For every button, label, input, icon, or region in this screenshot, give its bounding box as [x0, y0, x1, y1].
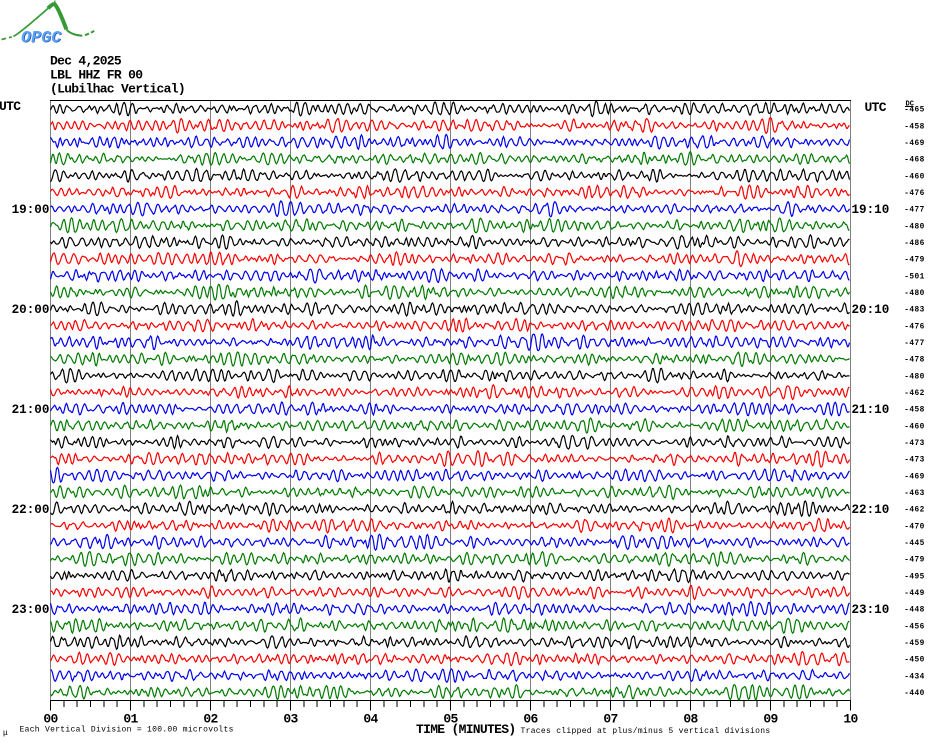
svg-text:-495: -495	[904, 573, 925, 581]
svg-text:Each Vertical Division = 100.: Each Vertical Division = 100.00 microvol…	[20, 726, 234, 735]
svg-text:-448: -448	[904, 607, 925, 615]
svg-text:-480: -480	[904, 290, 925, 298]
svg-text:-463: -463	[904, 490, 925, 498]
svg-text:-460: -460	[904, 173, 925, 181]
svg-text:21:10: 21:10	[852, 403, 890, 417]
svg-text:-470: -470	[904, 523, 925, 531]
svg-text:23:00: 23:00	[12, 603, 50, 617]
svg-text:02: 02	[203, 712, 218, 727]
svg-text:DC: DC	[906, 100, 914, 108]
svg-text:OPGC: OPGC	[21, 28, 61, 47]
svg-text:-469: -469	[904, 140, 925, 148]
svg-text:-501: -501	[904, 273, 925, 281]
svg-text:LBL HHZ FR 00: LBL HHZ FR 00	[50, 68, 143, 83]
svg-text:08: 08	[683, 712, 698, 727]
svg-text:μ: μ	[3, 729, 8, 738]
svg-text:-434: -434	[904, 673, 925, 681]
svg-text:OPGC: OPGC	[22, 29, 62, 48]
svg-text:-450: -450	[904, 657, 925, 665]
svg-text:-480: -480	[904, 223, 925, 231]
svg-text:00: 00	[43, 712, 58, 727]
svg-text:-473: -473	[904, 457, 925, 465]
svg-text:UTC: UTC	[0, 99, 21, 114]
svg-text:-473: -473	[904, 440, 925, 448]
svg-text:-478: -478	[904, 357, 925, 365]
svg-text:-462: -462	[904, 390, 925, 398]
svg-text:07: 07	[603, 712, 617, 727]
svg-text:UTC: UTC	[865, 100, 887, 115]
svg-text:Traces clipped at plus/minus 5: Traces clipped at plus/minus 5 vertical …	[521, 727, 771, 736]
svg-text:-458: -458	[904, 407, 925, 415]
svg-text:19:00: 19:00	[12, 203, 50, 217]
svg-text:-465: -465	[904, 107, 925, 115]
svg-text:03: 03	[283, 712, 298, 727]
svg-text:-480: -480	[904, 373, 925, 381]
svg-text:23:10: 23:10	[852, 603, 890, 617]
svg-text:19:10: 19:10	[852, 203, 890, 217]
svg-text:-445: -445	[904, 540, 925, 548]
svg-text:05: 05	[443, 712, 458, 727]
svg-text:-459: -459	[904, 640, 925, 648]
svg-text:-479: -479	[904, 257, 925, 265]
svg-text:-469: -469	[904, 473, 925, 481]
svg-text:-486: -486	[904, 240, 925, 248]
svg-text:-479: -479	[904, 557, 925, 565]
svg-text:09: 09	[763, 712, 778, 727]
svg-text:-440: -440	[904, 690, 925, 698]
svg-text:20:10: 20:10	[852, 303, 890, 317]
svg-text:22:10: 22:10	[852, 503, 890, 517]
svg-text:(Lubilhac Vertical): (Lubilhac Vertical)	[50, 82, 185, 97]
svg-text:Dec 4,2025: Dec 4,2025	[50, 54, 122, 69]
svg-text:-476: -476	[904, 323, 925, 331]
svg-text:21:00: 21:00	[12, 403, 50, 417]
svg-text:06: 06	[523, 712, 538, 727]
svg-text:20:00: 20:00	[12, 303, 50, 317]
svg-text:01: 01	[123, 712, 138, 727]
svg-text:-458: -458	[904, 123, 925, 131]
svg-text:-460: -460	[904, 423, 925, 431]
svg-text:-477: -477	[904, 207, 925, 215]
svg-text:-483: -483	[904, 307, 925, 315]
svg-text:-468: -468	[904, 157, 925, 165]
svg-text:-449: -449	[904, 590, 925, 598]
svg-text:04: 04	[363, 712, 378, 727]
svg-text:22:00: 22:00	[12, 503, 50, 517]
svg-text:-476: -476	[904, 190, 925, 198]
svg-text:-477: -477	[904, 340, 925, 348]
svg-text:-462: -462	[904, 507, 925, 515]
svg-text:10: 10	[843, 712, 858, 727]
svg-text:-456: -456	[904, 623, 925, 631]
svg-text:TIME (MINUTES): TIME (MINUTES)	[416, 722, 515, 737]
